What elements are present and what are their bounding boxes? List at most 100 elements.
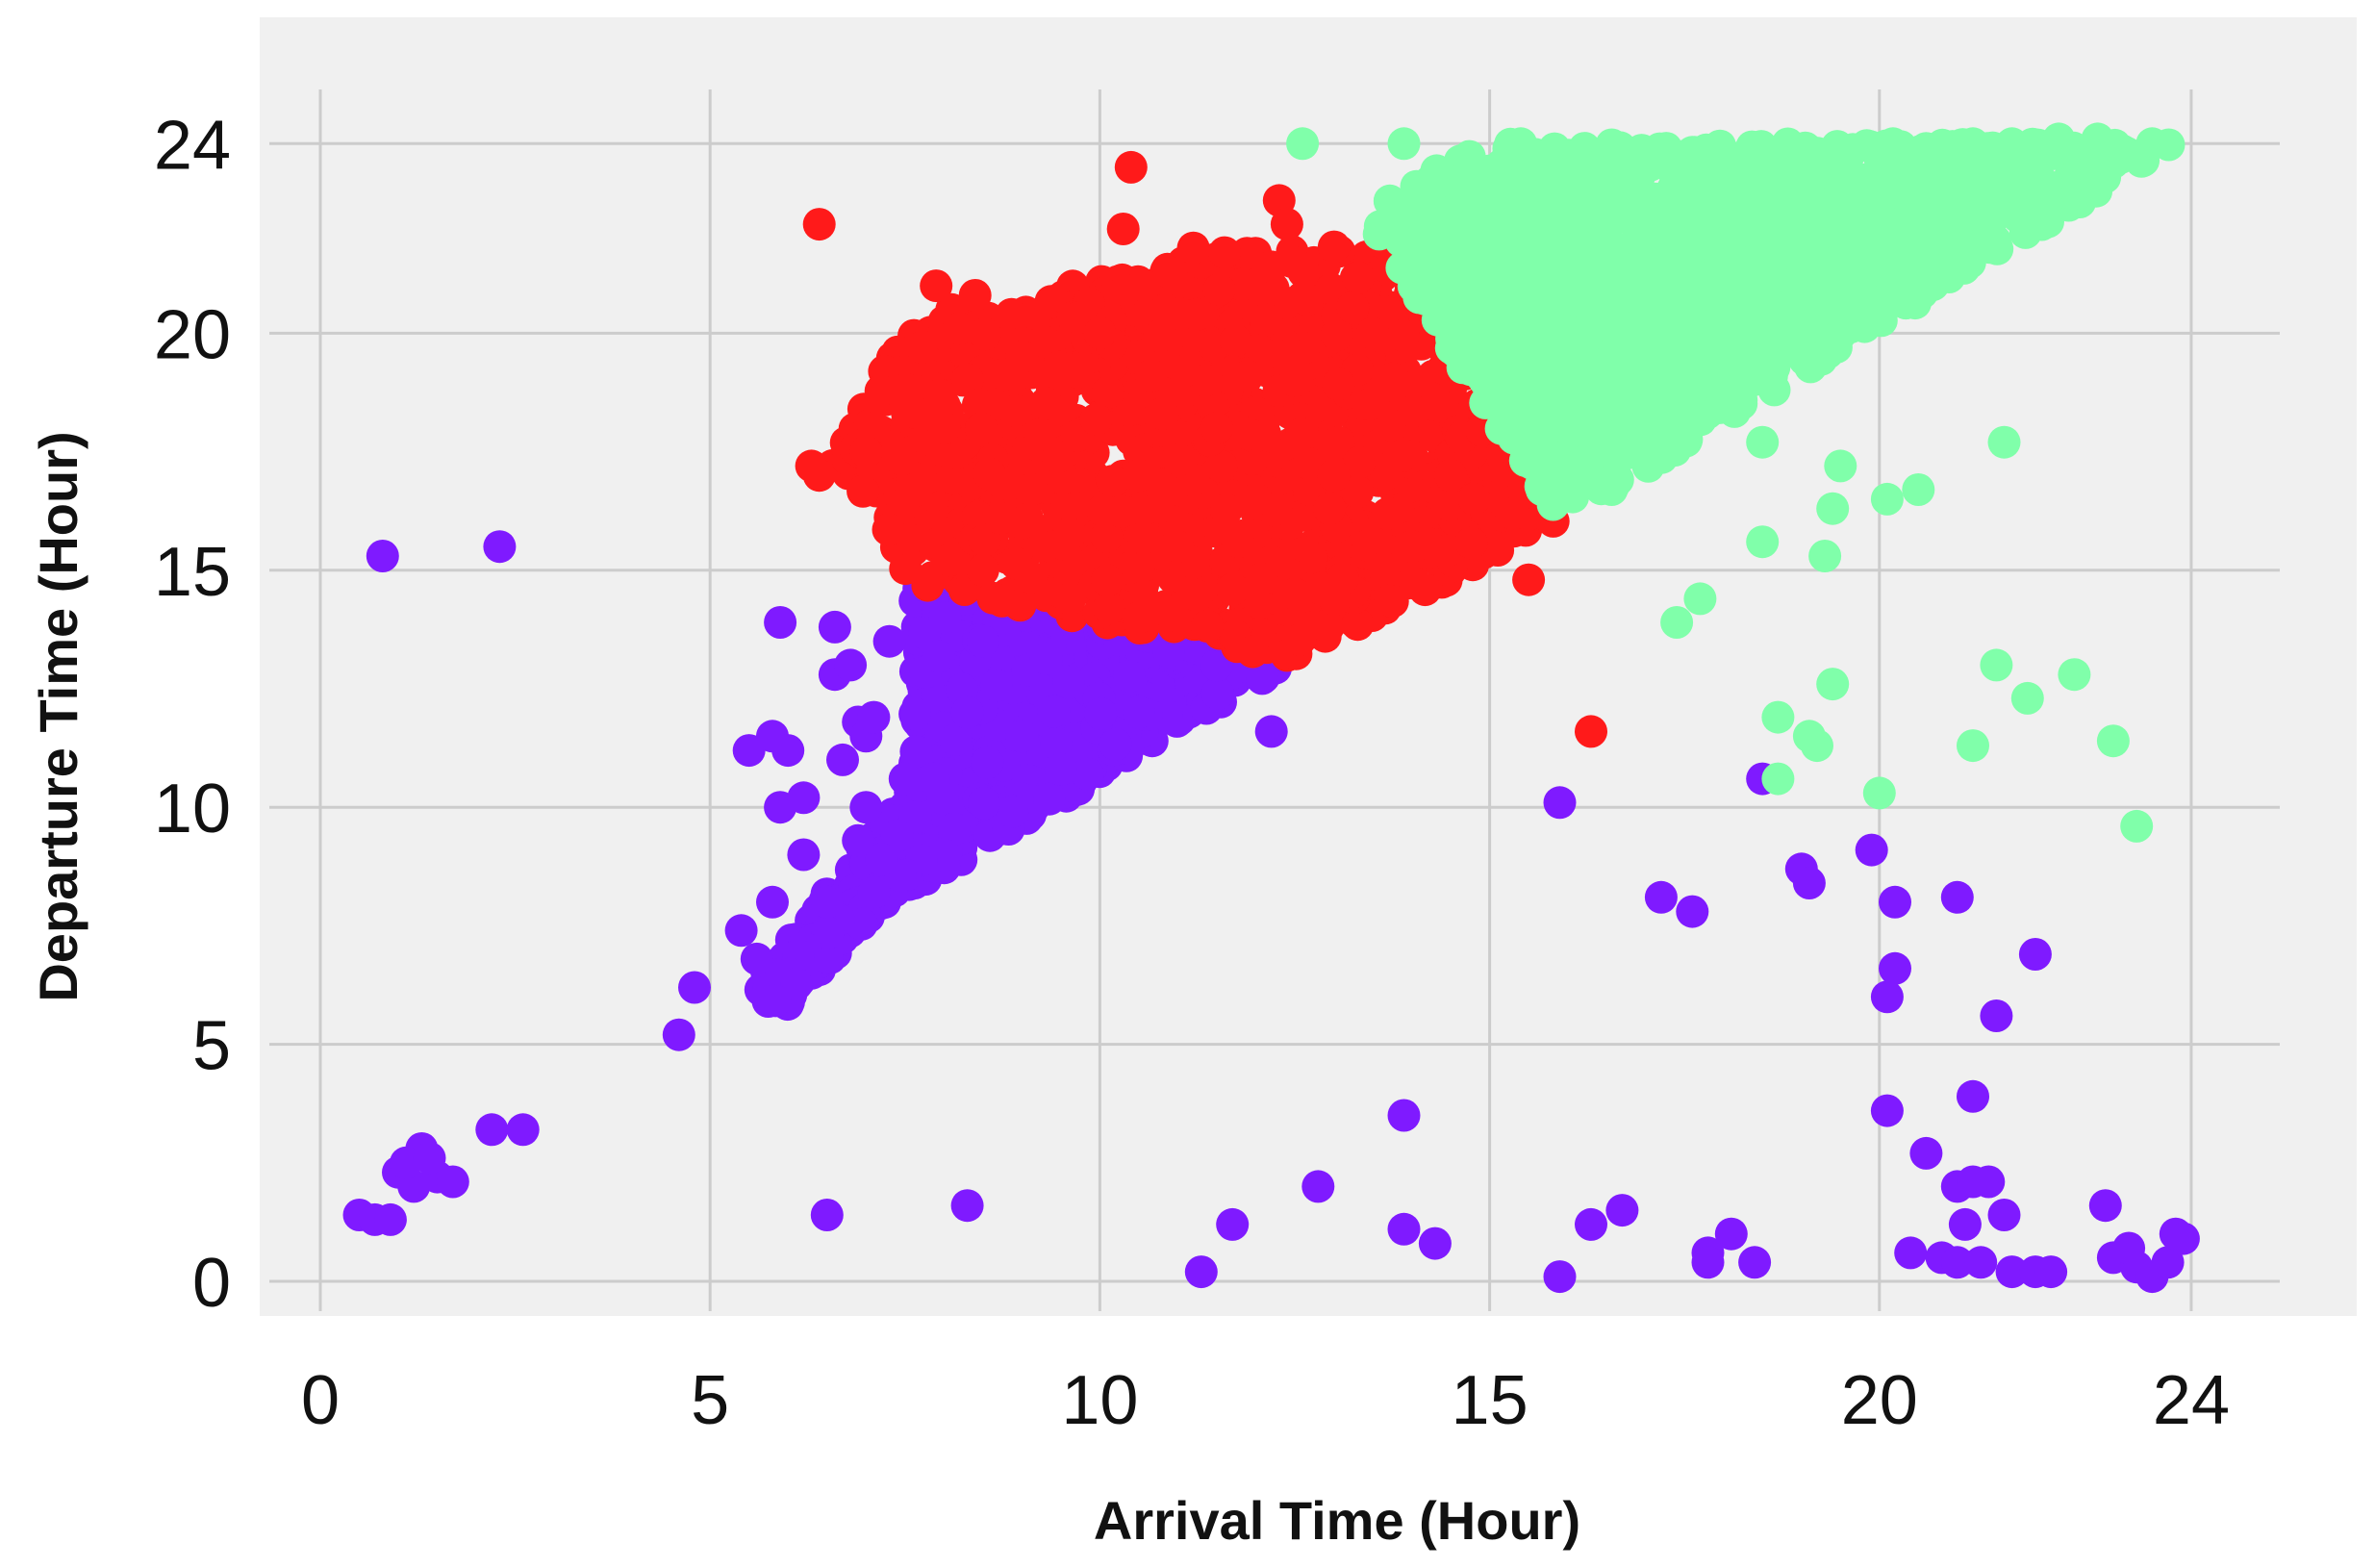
- data-point: [936, 462, 970, 495]
- y-tick-label: 15: [154, 534, 231, 611]
- data-point: [1200, 412, 1233, 444]
- data-point: [1127, 269, 1161, 303]
- data-point: [1855, 833, 1888, 867]
- data-point: [950, 363, 984, 396]
- data-point: [1746, 326, 1780, 360]
- data-point: [1525, 373, 1558, 407]
- data-point: [1476, 251, 1509, 285]
- data-point: [1246, 662, 1279, 695]
- tick-labels: 0 5 10 15 20 24 0 5 10 15 20 24: [154, 107, 2230, 1439]
- data-point: [1184, 1255, 1218, 1289]
- data-point: [1940, 1246, 1974, 1279]
- data-point: [1987, 425, 2021, 459]
- data-point: [998, 301, 1031, 335]
- data-point: [1995, 127, 2029, 161]
- data-point: [1134, 359, 1168, 392]
- data-point: [1746, 525, 1780, 559]
- data-point: [1283, 623, 1317, 656]
- data-point: [1894, 1236, 1928, 1270]
- data-point: [2151, 1246, 2185, 1279]
- data-point: [842, 823, 875, 857]
- data-point: [1567, 257, 1601, 291]
- data-point: [1731, 166, 1763, 200]
- data-point: [968, 317, 1001, 351]
- data-point: [1152, 635, 1185, 669]
- data-point: [857, 875, 891, 909]
- data-point: [1053, 582, 1087, 616]
- data-point: [1208, 236, 1242, 269]
- data-point: [979, 669, 1013, 702]
- data-point: [1399, 567, 1431, 600]
- data-point: [940, 437, 973, 469]
- data-point: [1650, 243, 1683, 277]
- data-point: [1044, 752, 1077, 786]
- data-point: [1204, 449, 1238, 483]
- data-point: [834, 648, 868, 682]
- data-point: [787, 781, 821, 815]
- data-point: [1373, 184, 1406, 217]
- data-point: [1473, 292, 1506, 326]
- data-point: [810, 885, 844, 919]
- data-point: [1301, 1170, 1335, 1203]
- data-point: [1877, 236, 1910, 269]
- data-point: [1386, 318, 1420, 352]
- data-point: [1784, 221, 1818, 255]
- data-point: [1079, 403, 1113, 436]
- data-point: [1879, 885, 1911, 919]
- data-point: [1661, 140, 1695, 174]
- data-point: [1575, 1207, 1607, 1241]
- data-point: [1863, 140, 1897, 174]
- data-point: [1512, 563, 1546, 596]
- data-point: [1127, 521, 1160, 555]
- data-point: [865, 843, 898, 876]
- data-point: [1434, 221, 1468, 255]
- data-point: [1439, 335, 1473, 368]
- data-point: [1816, 492, 1850, 525]
- data-point: [732, 734, 766, 768]
- data-point: [1457, 482, 1491, 516]
- data-point: [1040, 727, 1074, 761]
- data-point: [1645, 412, 1679, 445]
- data-point: [1458, 205, 1491, 239]
- data-point: [846, 474, 880, 508]
- data-point: [483, 530, 517, 564]
- data-point: [1310, 609, 1344, 643]
- data-point: [826, 743, 859, 776]
- data-point: [1867, 166, 1900, 200]
- data-point: [1378, 210, 1412, 243]
- data-point: [1454, 526, 1488, 560]
- data-point: [1601, 463, 1634, 496]
- data-point: [1862, 776, 1896, 810]
- data-point: [996, 795, 1029, 828]
- data-point: [1602, 435, 1635, 468]
- data-point: [1957, 729, 1989, 763]
- data-point: [1352, 388, 1386, 421]
- data-point: [1371, 496, 1404, 530]
- data-point: [1104, 494, 1138, 528]
- data-point: [1964, 199, 1998, 233]
- data-point: [937, 813, 971, 846]
- data-point: [1533, 146, 1567, 180]
- data-point: [366, 540, 399, 572]
- data-point: [1303, 571, 1337, 605]
- data-point: [1286, 281, 1320, 315]
- data-point: [1090, 519, 1124, 553]
- data-point: [802, 208, 836, 241]
- data-point: [2096, 724, 2130, 758]
- data-point: [1317, 459, 1351, 493]
- data-point: [1200, 677, 1234, 710]
- data-point: [1052, 666, 1085, 699]
- data-point: [1190, 610, 1224, 643]
- x-tick-label: 5: [691, 1362, 729, 1439]
- data-point: [1808, 540, 1842, 572]
- data-point: [1250, 303, 1282, 337]
- data-point: [950, 695, 984, 729]
- data-point: [373, 1202, 407, 1236]
- data-point: [2001, 200, 2034, 234]
- data-point: [1736, 245, 1770, 279]
- data-point: [1644, 880, 1678, 914]
- data-point: [1626, 212, 1659, 245]
- data-point: [1824, 449, 1857, 483]
- data-points: [342, 122, 2200, 1294]
- data-point: [724, 914, 758, 948]
